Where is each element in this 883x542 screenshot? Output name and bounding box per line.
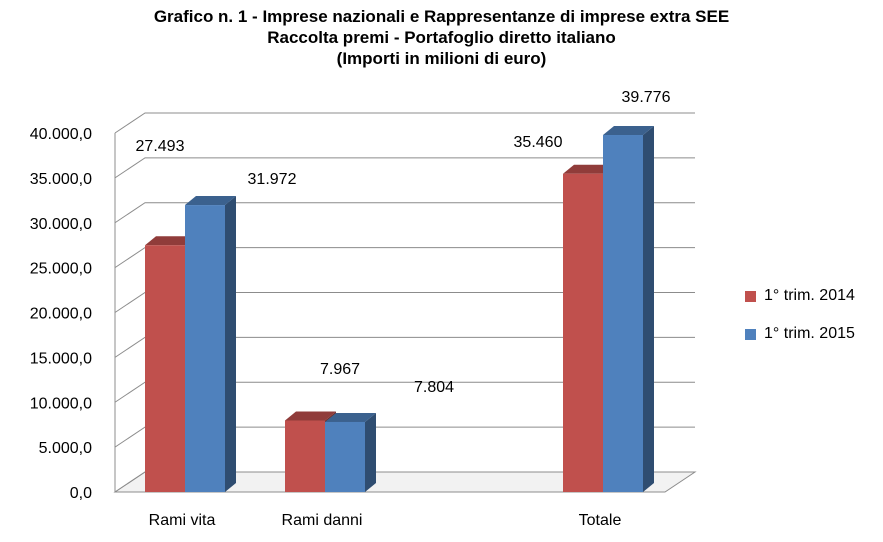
bar: [603, 135, 643, 492]
bar-top: [145, 236, 196, 246]
chart-units: (Importi in milioni di euro): [336, 49, 547, 68]
chart-titles: Grafico n. 1 - Imprese nazionali e Rappr…: [0, 6, 883, 69]
legend: 1° trim. 2014 1° trim. 2015: [745, 284, 855, 360]
gridline: [114, 112, 695, 134]
data-label: 7.804: [414, 379, 454, 396]
legend-label-2014: 1° trim. 2014: [764, 287, 855, 304]
chart-subtitle: Raccolta premi - Portafoglio diretto ita…: [267, 28, 616, 47]
legend-item-2014: 1° trim. 2014: [745, 284, 855, 308]
bar-side: [643, 126, 654, 492]
y-tick-label: 40.000,0: [30, 126, 92, 143]
y-tick-label: 10.000,0: [30, 395, 92, 412]
bar-side: [365, 412, 376, 492]
bar: [185, 205, 225, 492]
bar-top: [285, 411, 336, 421]
bar-top: [563, 164, 614, 174]
y-tick-label: 20.000,0: [30, 306, 92, 323]
bar-top: [603, 126, 654, 136]
legend-label-2015: 1° trim. 2015: [764, 325, 855, 342]
bar: [563, 173, 603, 492]
x-category-label: Rami vita: [149, 512, 216, 529]
gridline: [114, 157, 695, 179]
y-tick-label: 30.000,0: [30, 216, 92, 233]
chart-title: Grafico n. 1 - Imprese nazionali e Rappr…: [153, 7, 730, 26]
bar: [145, 245, 185, 492]
data-label: 27.493: [136, 138, 185, 155]
x-category-label: Rami danni: [282, 512, 363, 529]
y-tick-label: 35.000,0: [30, 171, 92, 188]
data-label: 31.972: [248, 171, 297, 188]
bar: [285, 420, 325, 492]
y-tick-label: 15.000,0: [30, 350, 92, 367]
bar-top: [185, 196, 236, 206]
bar: [325, 421, 365, 492]
y-tick-label: 0,0: [70, 485, 92, 502]
bar-side: [225, 196, 236, 492]
y-tick-label: 5.000,0: [39, 440, 92, 457]
gridline: [114, 202, 695, 224]
legend-item-2015: 1° trim. 2015: [745, 322, 855, 346]
data-label: 7.967: [320, 361, 360, 378]
data-label: 35.460: [514, 134, 563, 151]
legend-swatch-2014: [745, 290, 756, 302]
x-category-label: Totale: [579, 512, 622, 529]
bar-top: [325, 412, 376, 422]
y-tick-label: 25.000,0: [30, 261, 92, 278]
data-label: 39.776: [622, 89, 671, 106]
legend-swatch-2015: [745, 328, 756, 340]
